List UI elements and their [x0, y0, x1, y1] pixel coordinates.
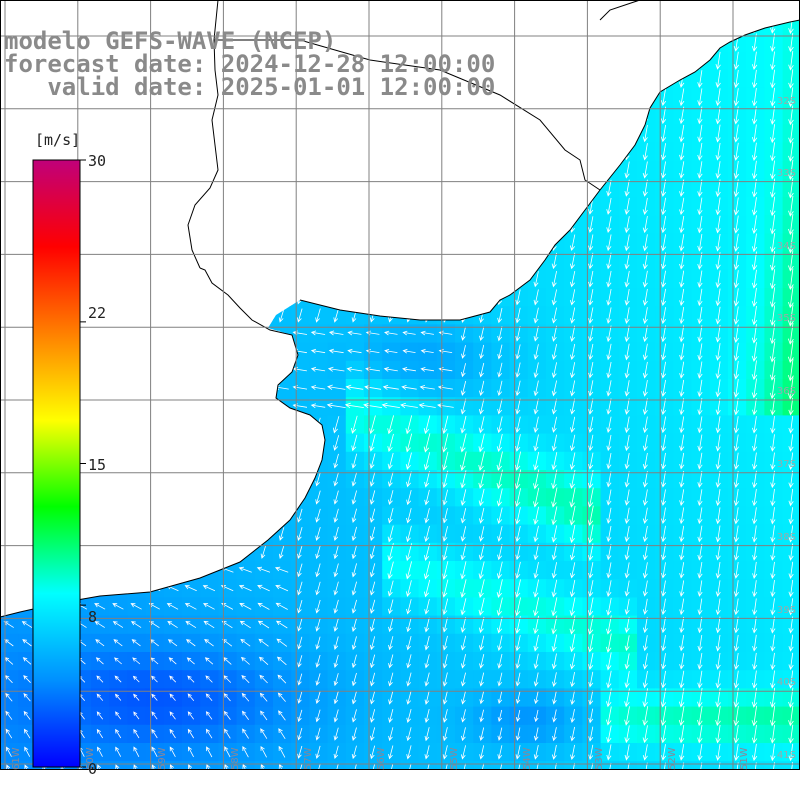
colorbar — [32, 159, 81, 768]
lon-label-56w: 56W — [376, 747, 387, 770]
lat-label-41s: 41S — [776, 750, 796, 761]
colorbar-tick-15: 15 — [88, 456, 107, 474]
lon-label-58w: 58W — [230, 747, 241, 770]
lat-label-36s: 36S — [776, 386, 796, 397]
lat-label-32s: 32S — [776, 96, 796, 107]
lon-label-54w: 54W — [522, 747, 533, 770]
lat-label-37s: 37S — [776, 459, 796, 470]
lat-label-34s: 34S — [776, 241, 796, 252]
lon-label-52w: 52W — [667, 747, 678, 770]
lat-label-35s: 35S — [776, 313, 796, 324]
colorbar-tick-30: 30 — [88, 152, 107, 170]
colorbar-tick-22: 22 — [88, 304, 107, 322]
wind-speed-field — [0, 20, 800, 800]
country-border — [214, 39, 601, 191]
coastline-south — [0, 267, 326, 618]
lon-label-61w: 61W — [11, 747, 22, 770]
colorbar-tick-0: 0 — [88, 760, 98, 778]
lat-label-39s: 39S — [776, 605, 796, 616]
colorbar-tick-8: 8 — [88, 608, 98, 626]
lat-label-40s: 40S — [776, 677, 796, 688]
lon-label-57w: 57W — [303, 747, 314, 770]
lon-label-51w: 51W — [739, 747, 750, 770]
lon-label-55w: 55W — [449, 747, 460, 770]
lat-label-38s: 38S — [776, 532, 796, 543]
lat-label-33s: 33S — [776, 168, 796, 179]
lat-lon-grid — [0, 0, 800, 770]
lon-label-53w: 53W — [594, 747, 605, 770]
lon-label-59w: 59W — [157, 747, 168, 770]
colorbar-unit: [m/s] — [35, 131, 81, 149]
river-border — [187, 0, 219, 269]
coastline-north — [299, 19, 800, 321]
